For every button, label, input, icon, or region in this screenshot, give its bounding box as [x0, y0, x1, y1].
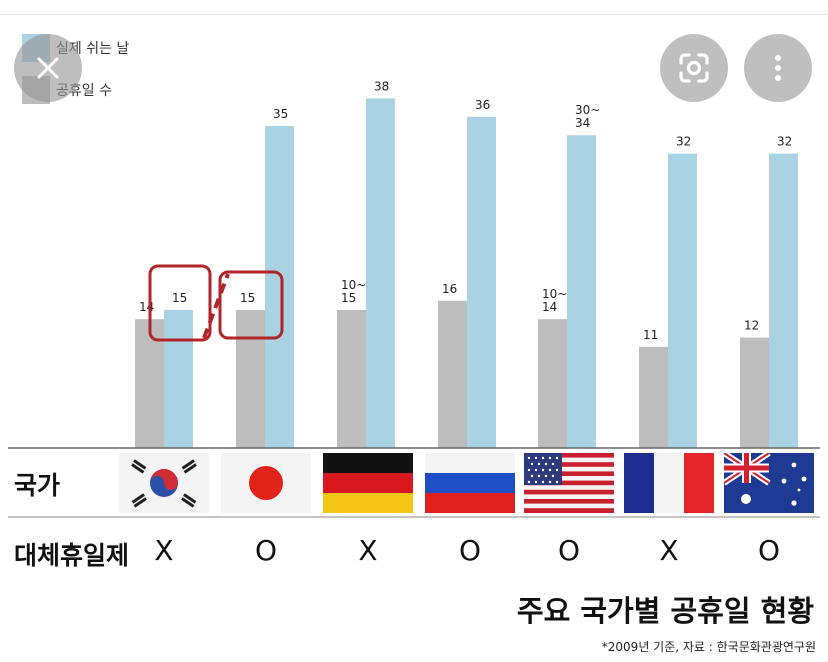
substitute-mark-kr: X	[154, 534, 174, 567]
source-note: *2009년 기준, 자료 : 한국문화관광연구원	[601, 640, 816, 654]
substitute-row-label: 대체휴일제	[14, 541, 130, 570]
chart-title: 주요 국가별 공휴일 현황	[516, 594, 814, 628]
lens-icon	[679, 53, 709, 83]
australia-flag-icon	[724, 453, 814, 513]
data-label-actual-au: 12	[744, 319, 759, 333]
substitute-mark-ru: O	[458, 534, 482, 567]
data-label-holidays-ru: 36	[475, 98, 490, 112]
data-label-actual-ru: 16	[442, 282, 457, 296]
highlight-box-jp	[218, 270, 284, 340]
france-flag-icon	[624, 453, 714, 513]
bar-holidays-ru	[467, 116, 496, 449]
bar-holidays-kr	[164, 310, 193, 448]
substitute-mark-jp: O	[254, 534, 278, 567]
data-label-holidays-kr: 15	[172, 291, 187, 305]
bar-holidays-us	[567, 135, 596, 448]
country-row-label: 국가	[14, 471, 61, 500]
data-label-actual-kr: 14	[139, 300, 154, 314]
substitute-mark-de: X	[358, 534, 378, 567]
bar-holidays-fr	[668, 153, 697, 448]
bar-actual-au	[740, 337, 769, 448]
more-vertical-icon	[775, 55, 781, 81]
close-icon	[37, 57, 59, 79]
lens-search-button[interactable]	[660, 34, 728, 102]
bar-actual-de	[337, 310, 366, 448]
bar-actual-ru	[438, 300, 467, 448]
data-label-holidays-us: 30~ 34	[575, 103, 600, 130]
bar-actual-jp	[236, 310, 265, 448]
data-label-actual-fr: 11	[643, 328, 658, 342]
data-label-actual-jp: 15	[240, 291, 255, 305]
japan-flag-icon	[221, 453, 311, 513]
usa-flag-icon	[524, 453, 614, 513]
bar-actual-fr	[639, 346, 668, 448]
data-label-holidays-de: 38	[374, 79, 389, 93]
data-label-holidays-jp: 35	[273, 107, 288, 121]
close-button[interactable]	[14, 34, 82, 102]
data-label-actual-us: 10~ 14	[542, 287, 567, 314]
substitute-mark-us: O	[557, 534, 581, 567]
data-label-holidays-fr: 32	[676, 135, 691, 149]
bar-actual-us	[538, 319, 567, 448]
highlight-connector	[202, 273, 230, 339]
data-label-holidays-au: 32	[777, 135, 792, 149]
russia-flag-icon	[425, 453, 515, 513]
more-options-button[interactable]	[744, 34, 812, 102]
bar-holidays-jp	[265, 126, 294, 448]
substitute-mark-fr: X	[659, 534, 679, 567]
data-label-actual-de: 10~ 15	[341, 278, 366, 305]
highlight-box-kr	[148, 264, 212, 342]
korea-flag-icon	[119, 453, 209, 513]
top-divider	[0, 14, 828, 15]
bar-holidays-au	[769, 153, 798, 448]
germany-flag-icon	[323, 453, 413, 513]
substitute-mark-au: O	[757, 534, 781, 567]
bar-holidays-de	[366, 98, 395, 449]
